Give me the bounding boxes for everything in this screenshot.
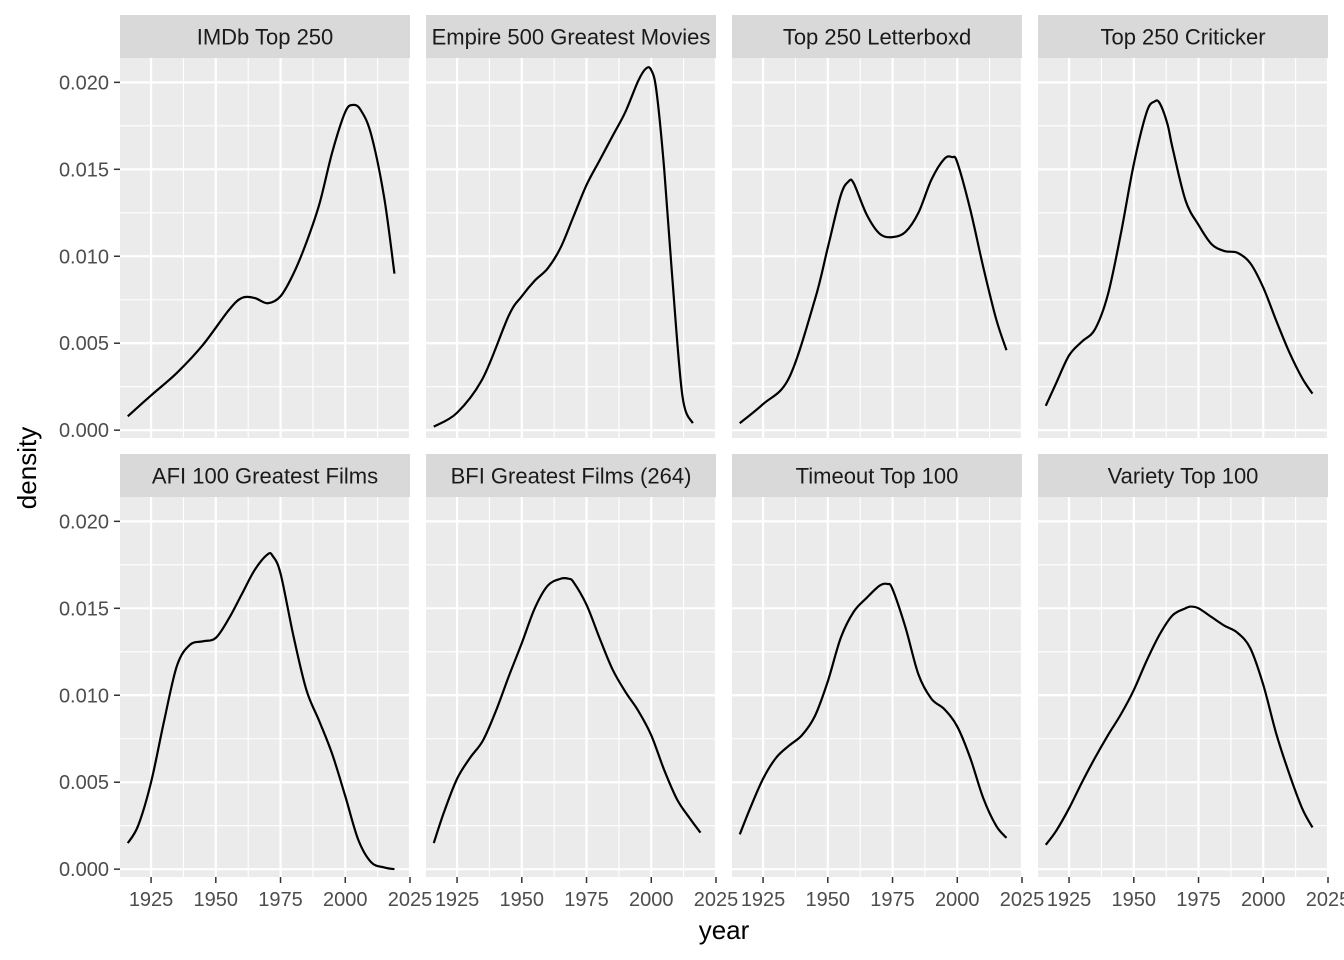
- facet-strip: [1038, 454, 1328, 497]
- y-tick-label: 0.015: [59, 159, 109, 181]
- x-tick-label: 2025: [694, 889, 739, 911]
- x-tick-label: 2000: [1241, 889, 1286, 911]
- facet-panel: IMDb Top 250: [120, 15, 412, 438]
- facet-title: Variety Top 100: [1108, 464, 1259, 489]
- x-tick-label: 1950: [806, 889, 851, 911]
- x-tick-label: 2000: [629, 889, 674, 911]
- x-axis-title: year: [699, 915, 750, 945]
- y-tick-label: 0.010: [59, 685, 109, 707]
- facet-title: Top 250 Letterboxd: [783, 25, 971, 50]
- facet-panel: Variety Top 100: [1038, 454, 1330, 877]
- density-line: [739, 155, 1008, 425]
- x-tick-label: 1950: [194, 889, 239, 911]
- panel-background: [732, 58, 1022, 438]
- facet-panel: BFI Greatest Films (264): [426, 454, 718, 877]
- panel-background: [732, 497, 1022, 877]
- facet-strip: [120, 454, 410, 497]
- density-line: [127, 103, 396, 418]
- facet-strip: [1038, 15, 1328, 58]
- facet-strip: [426, 15, 716, 58]
- y-axes: 0.000 0.005 0.010 0.015 0.020 0.000 0.005 0.010…: [59, 72, 120, 881]
- panel-background: [426, 497, 716, 877]
- facet-strip: [732, 454, 1022, 497]
- facet-title: Timeout Top 100: [796, 464, 959, 489]
- y-tick-label: 0.005: [59, 333, 109, 355]
- panel-background: [120, 497, 410, 877]
- y-tick-label: 0.000: [59, 859, 109, 881]
- facet-panel: AFI 100 Greatest Films: [120, 454, 412, 877]
- facet-title: Empire 500 Greatest Movies: [432, 25, 711, 50]
- y-tick-label: 0.010: [59, 246, 109, 268]
- facet-panel: Top 250 Criticker: [1038, 15, 1330, 438]
- facet-title: IMDb Top 250: [197, 25, 334, 50]
- panel-background: [1038, 58, 1328, 438]
- x-tick-label: 2025: [1306, 889, 1344, 911]
- x-tick-label: 1925: [129, 889, 174, 911]
- facet-title: AFI 100 Greatest Films: [152, 464, 378, 489]
- panel-background: [1038, 497, 1328, 877]
- density-line: [126, 552, 395, 871]
- y-tick-label: 0.020: [59, 511, 109, 533]
- density-line: [433, 66, 694, 428]
- facet-panels: IMDb Top 250 Empire 500 Greatest Movies To…: [120, 15, 1330, 877]
- x-tick-label: 1950: [500, 889, 545, 911]
- density-line: [738, 582, 1008, 839]
- x-tick-label: 1975: [870, 889, 915, 911]
- facet-title: Top 250 Criticker: [1100, 25, 1265, 50]
- panel-background: [426, 58, 716, 438]
- x-tick-label: 2000: [935, 889, 980, 911]
- facet-panel: Empire 500 Greatest Movies: [426, 15, 718, 438]
- panel-background: [120, 58, 410, 438]
- x-tick-label: 1950: [1112, 889, 1157, 911]
- x-tick-label: 2025: [388, 889, 433, 911]
- y-tick-label: 0.000: [59, 420, 109, 442]
- x-tick-label: 1925: [1047, 889, 1092, 911]
- y-tick-label: 0.020: [59, 72, 109, 94]
- y-tick-label: 0.015: [59, 598, 109, 620]
- x-tick-label: 1975: [258, 889, 303, 911]
- density-line: [1044, 99, 1314, 407]
- x-tick-label: 2025: [1000, 889, 1045, 911]
- x-tick-label: 1975: [564, 889, 609, 911]
- facet-strip: [426, 454, 716, 497]
- facet-strip: [732, 15, 1022, 58]
- facet-strip: [120, 15, 410, 58]
- y-axis-title: density: [12, 427, 42, 509]
- x-axes: 1925 1950 1975 2000 2025 1925 1950 1975 2000 2025…: [129, 877, 1344, 911]
- facet-panel: Timeout Top 100: [732, 454, 1024, 877]
- density-line: [1044, 605, 1314, 846]
- y-tick-label: 0.005: [59, 772, 109, 794]
- facet-title: BFI Greatest Films (264): [451, 464, 692, 489]
- density-line: [432, 576, 702, 844]
- facet-panel: Top 250 Letterboxd: [732, 15, 1024, 438]
- x-tick-label: 1925: [741, 889, 786, 911]
- x-tick-label: 1925: [435, 889, 480, 911]
- x-tick-label: 1975: [1176, 889, 1221, 911]
- x-tick-label: 2000: [323, 889, 368, 911]
